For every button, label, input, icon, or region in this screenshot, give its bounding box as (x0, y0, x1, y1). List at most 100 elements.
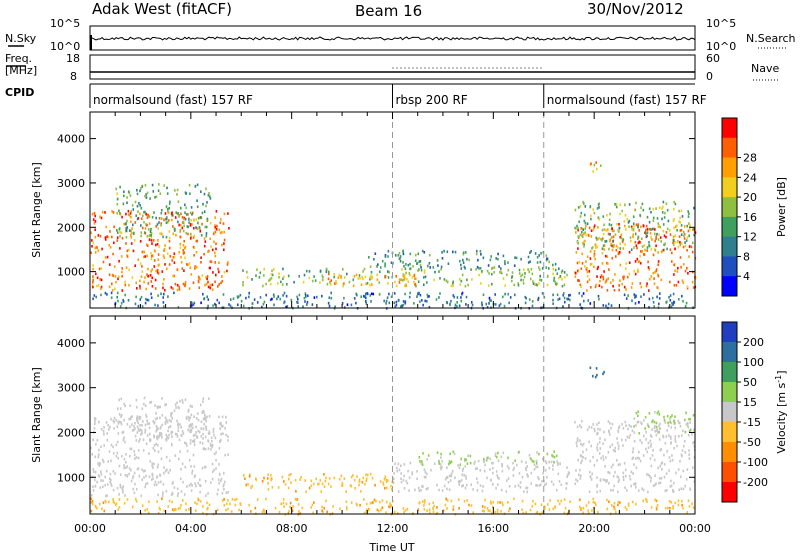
echo-cell (647, 441, 650, 445)
echo-cell (677, 499, 680, 503)
echo-cell (520, 278, 522, 282)
echo-cell (196, 183, 199, 187)
echo-cell (603, 223, 605, 227)
echo-cell (640, 295, 642, 298)
echo-cell (141, 226, 144, 230)
echo-cell (192, 453, 195, 457)
echo-cell (465, 475, 467, 478)
echo-cell (227, 507, 229, 511)
echo-cell (646, 423, 649, 426)
echo-cell (305, 295, 307, 299)
echo-cell (150, 239, 153, 242)
echo-cell (367, 508, 370, 512)
echo-cell (423, 501, 426, 504)
echo-cell (595, 367, 598, 370)
echo-cell (596, 207, 599, 210)
echo-cell (172, 508, 174, 511)
echo-cell (504, 262, 506, 266)
echo-cell (185, 416, 188, 419)
echo-cell (94, 478, 96, 481)
echo-cell (356, 293, 358, 297)
echo-cell (588, 226, 591, 230)
echo-cell (654, 474, 656, 477)
echo-cell (676, 270, 679, 273)
echo-cell (438, 296, 440, 299)
echo-cell (333, 476, 336, 480)
echo-cell (181, 398, 184, 402)
echo-cell (149, 432, 151, 436)
echo-cell (609, 422, 611, 425)
echo-cell (615, 244, 618, 248)
echo-cell (536, 283, 538, 287)
echo-cell (223, 483, 225, 486)
echo-cell (211, 440, 213, 443)
y-tick-label: 1000 (57, 471, 85, 484)
echo-cell (452, 280, 454, 284)
echo-cell (145, 243, 148, 246)
echo-cell (303, 273, 306, 277)
echo-cell (342, 268, 344, 271)
echo-cell (191, 472, 193, 475)
echo-cell (520, 460, 523, 463)
echo-cell (114, 275, 117, 278)
echo-cell (388, 292, 390, 296)
echo-cell (99, 215, 101, 219)
echo-cell (633, 463, 635, 466)
echo-cell (582, 242, 585, 246)
echo-cell (542, 472, 544, 475)
echo-cell (593, 252, 596, 256)
echo-cell (526, 465, 528, 468)
echo-cell (319, 479, 322, 482)
echo-cell (423, 271, 426, 274)
echo-cell (403, 264, 405, 268)
echo-cell (100, 473, 103, 476)
echo-cell (535, 484, 537, 487)
echo-cell (139, 240, 142, 243)
echo-cell (132, 223, 134, 227)
echo-cell (157, 258, 160, 261)
echo-cell (666, 247, 668, 251)
echo-cell (602, 372, 604, 376)
echo-cell (509, 507, 511, 510)
echo-cell (593, 226, 595, 229)
echo-cell (385, 302, 387, 305)
echo-cell (633, 246, 635, 249)
echo-cell (131, 505, 134, 509)
echo-cell (589, 475, 592, 478)
echo-cell (488, 302, 490, 305)
echo-cell (168, 419, 171, 422)
echo-cell (176, 188, 179, 192)
echo-cell (104, 211, 106, 214)
echo-cell (201, 211, 204, 215)
echo-cell (116, 231, 119, 234)
echo-cell (674, 241, 676, 244)
echo-cell (447, 262, 450, 265)
echo-cell (616, 475, 619, 478)
echo-cell (438, 462, 440, 465)
echo-cell (386, 296, 389, 299)
echo-cell (168, 263, 171, 266)
echo-cell (606, 289, 609, 292)
echo-cell (477, 459, 480, 463)
echo-cell (636, 257, 639, 261)
echo-cell (489, 299, 491, 302)
echo-cell (404, 300, 407, 303)
echo-cell (476, 481, 479, 484)
echo-cell (445, 497, 447, 501)
echo-cell (207, 440, 210, 443)
echo-cell (182, 221, 185, 224)
echo-cell (145, 442, 148, 446)
echo-cell (160, 232, 163, 236)
echo-cell (658, 302, 660, 306)
echo-cell (325, 499, 327, 503)
echo-cell (433, 504, 435, 508)
echo-cell (134, 221, 137, 224)
echo-cell (153, 265, 156, 268)
echo-cell (595, 283, 597, 287)
echo-cell (635, 486, 637, 489)
echo-cell (383, 478, 386, 481)
echo-cell (596, 275, 598, 278)
echo-cell (506, 273, 508, 277)
echo-cell (119, 185, 121, 189)
echo-cell (126, 196, 128, 199)
